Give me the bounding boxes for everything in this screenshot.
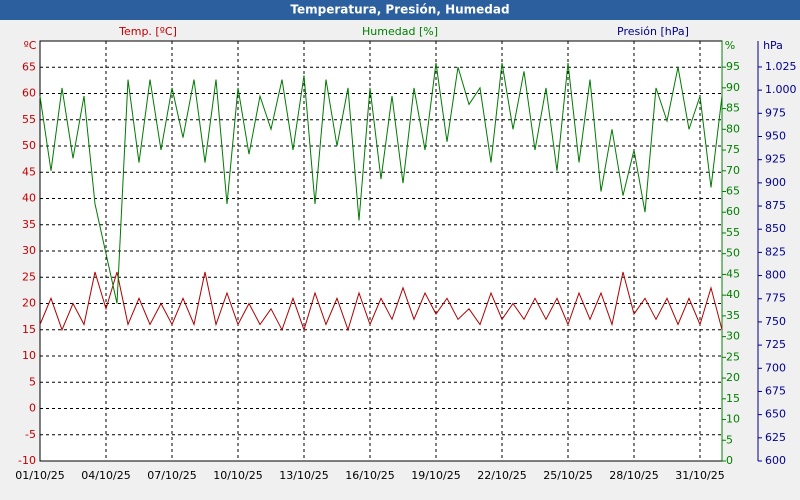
chart-title: Temperatura, Presión, Humedad <box>290 3 509 17</box>
y-tick-label: 60 <box>22 87 36 100</box>
y2-unit: % <box>725 39 735 52</box>
y3-tick-label: 850 <box>765 222 786 235</box>
y-tick-label: 5 <box>29 375 36 388</box>
y-tick-label: 35 <box>22 218 36 231</box>
x-tick-label: 22/10/25 <box>477 469 526 482</box>
y3-tick-label: 650 <box>765 408 786 421</box>
y3-tick-label: 625 <box>765 431 786 444</box>
y2-tick-label: 75 <box>726 143 740 156</box>
y3-tick-label: 750 <box>765 315 786 328</box>
x-tick-label: 31/10/25 <box>675 469 724 482</box>
y2-tick-label: 15 <box>726 392 740 405</box>
y3-tick-label: 725 <box>765 338 786 351</box>
y-unit: ºC <box>24 39 37 52</box>
y-tick-label: 0 <box>29 402 36 415</box>
y-tick-label: 30 <box>22 244 36 257</box>
y2-tick-label: 85 <box>726 102 740 115</box>
x-tick-label: 04/10/25 <box>81 469 130 482</box>
y-label: Temp. [ºC] <box>118 25 177 38</box>
y-tick-label: -5 <box>25 428 36 441</box>
y2-tick-label: 65 <box>726 185 740 198</box>
y3-tick-label: 800 <box>765 269 786 282</box>
y2-tick-label: 35 <box>726 309 740 322</box>
y3-tick-label: 925 <box>765 153 786 166</box>
y-tick-label: -10 <box>18 454 36 467</box>
y3-tick-label: 875 <box>765 199 786 212</box>
y3-tick-label: 900 <box>765 176 786 189</box>
y3-tick-label: 700 <box>765 361 786 374</box>
y3-tick-label: 975 <box>765 106 786 119</box>
y2-tick-label: 0 <box>726 454 733 467</box>
x-tick-label: 28/10/25 <box>609 469 658 482</box>
y2-tick-label: 30 <box>726 330 740 343</box>
x-tick-label: 07/10/25 <box>147 469 196 482</box>
y3-tick-label: 825 <box>765 245 786 258</box>
y3-label: Presión [hPa] <box>617 25 689 38</box>
x-tick-label: 19/10/25 <box>411 469 460 482</box>
y2-tick-label: 25 <box>726 350 740 363</box>
x-tick-label: 16/10/25 <box>345 469 394 482</box>
y3-tick-label: 1.000 <box>765 83 797 96</box>
y3-tick-label: 950 <box>765 129 786 142</box>
y2-tick-label: 45 <box>726 267 740 280</box>
y3-unit: hPa <box>763 39 783 52</box>
y2-tick-label: 50 <box>726 247 740 260</box>
y-tick-label: 55 <box>22 113 36 126</box>
y-tick-label: 15 <box>22 323 36 336</box>
x-tick-label: 10/10/25 <box>213 469 262 482</box>
y2-tick-label: 70 <box>726 164 740 177</box>
y2-tick-label: 90 <box>726 81 740 94</box>
y3-tick-label: 1.025 <box>765 60 797 73</box>
data-line <box>39 62 723 304</box>
x-tick-label: 13/10/25 <box>279 469 328 482</box>
y-tick-label: 20 <box>22 297 36 310</box>
y2-tick-label: 80 <box>726 122 740 135</box>
y-tick-label: 10 <box>22 349 36 362</box>
data-line <box>39 271 723 332</box>
y3-tick-label: 600 <box>765 454 786 467</box>
y2-tick-label: 55 <box>726 226 740 239</box>
y-tick-label: 65 <box>22 60 36 73</box>
x-tick-label: 25/10/25 <box>543 469 592 482</box>
x-tick-label: 01/10/25 <box>15 469 64 482</box>
y2-tick-label: 40 <box>726 288 740 301</box>
plot-area <box>40 41 722 461</box>
y2-tick-label: 20 <box>726 371 740 384</box>
y-tick-label: 25 <box>22 270 36 283</box>
y3-tick-label: 675 <box>765 384 786 397</box>
y-tick-label: 50 <box>22 139 36 152</box>
y-tick-label: 40 <box>22 192 36 205</box>
y-tick-label: 45 <box>22 165 36 178</box>
y3-tick-label: 775 <box>765 292 786 305</box>
title-bar <box>0 0 800 20</box>
y2-tick-label: 10 <box>726 413 740 426</box>
y2-tick-label: 5 <box>726 433 733 446</box>
y2-tick-label: 95 <box>726 60 740 73</box>
y2-tick-label: 60 <box>726 205 740 218</box>
y2-label: Humedad [%] <box>362 25 438 38</box>
